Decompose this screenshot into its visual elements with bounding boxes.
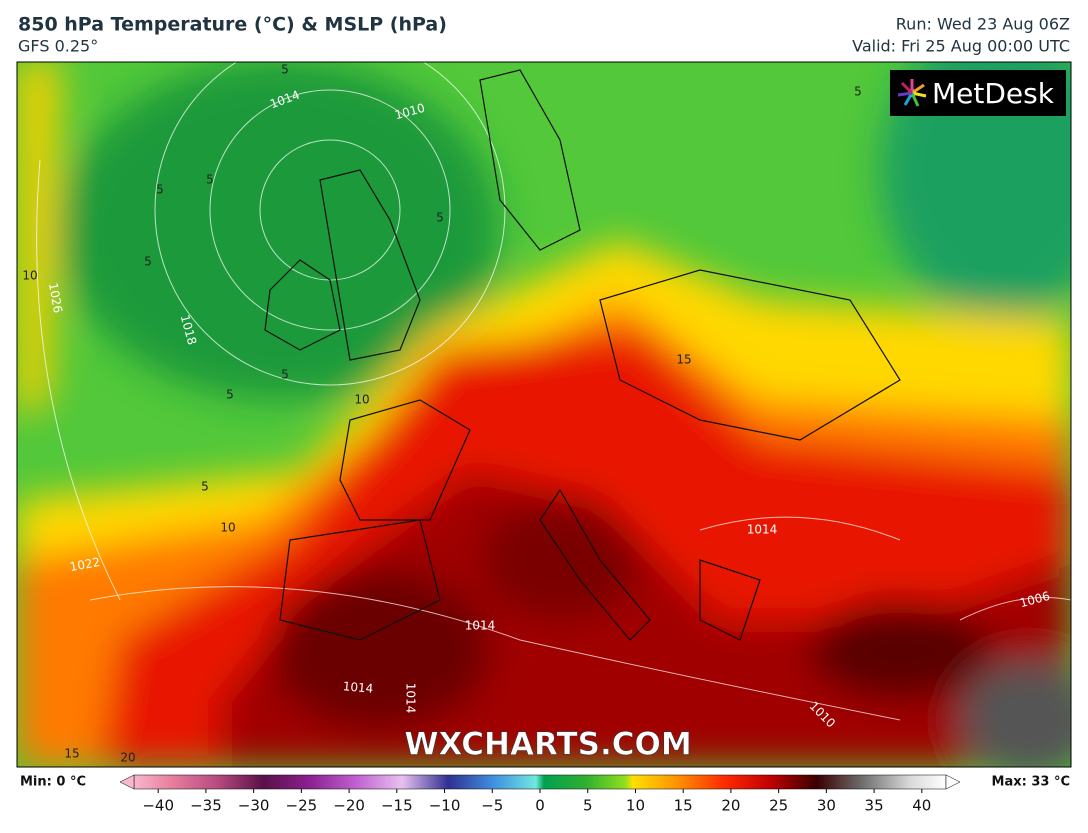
colorbar-fill: [133, 774, 947, 790]
colorbar-min: Min: 0 °C: [20, 775, 86, 790]
colorbar-tick-label: 5: [583, 797, 593, 815]
isobar-label: 1022: [69, 555, 102, 574]
valid-time: Valid: Fri 25 Aug 00:00 UTC: [852, 37, 1070, 56]
colorbar-tick-label: 20: [721, 797, 740, 815]
colorbar: −40 −35 −30 −25 −20 −15 −10 −5 0 5 10 15 20 25 30 35 40: [119, 774, 961, 815]
colorbar-tick-label: 25: [769, 797, 788, 815]
colorbar-tick-label: 15: [674, 797, 693, 815]
temperature-contour-label: 15: [676, 353, 691, 367]
map-title: 850 hPa Temperature (°C) & MSLP (hPa): [18, 14, 447, 36]
colorbar-tick-label: 10: [626, 797, 645, 815]
colorbar-tick-label: 0: [535, 797, 545, 815]
temperature-contour-label: 5: [436, 211, 444, 225]
isobar-label: 1014: [465, 619, 496, 633]
colorbar-tick-label: 30: [817, 797, 836, 815]
colorbar-tick-label: −5: [481, 797, 503, 815]
colorbar-tick-label: −20: [333, 797, 365, 815]
colorbar-tick-label: −40: [142, 797, 174, 815]
colorbar-left-arrow: [119, 774, 135, 790]
colorbar-tick-label: −30: [238, 797, 270, 815]
colorbar-max: Max: 33 °C: [992, 775, 1070, 790]
temperature-contour-label: 5: [281, 368, 289, 382]
temperature-contour-label: 5: [206, 173, 214, 187]
temperature-contour-label: 5: [156, 183, 164, 197]
temperature-contour-label: 5: [281, 63, 289, 77]
temperature-contour-label: 5: [854, 85, 862, 99]
colorbar-tick-label: −15: [381, 797, 413, 815]
temperature-contour-label: 10: [22, 269, 37, 283]
colorbar-right-arrow: [945, 774, 961, 790]
colorbar-tick-label: 40: [912, 797, 931, 815]
temperature-contour-label: 15: [64, 747, 79, 761]
isobar-label: 1014: [747, 523, 778, 537]
colorbar-tick-label: −25: [286, 797, 318, 815]
model-name: GFS 0.25°: [18, 37, 98, 56]
logo-text: MetDesk: [932, 77, 1055, 110]
map-area: [17, 62, 1071, 767]
watermark: WXCHARTS.COM: [404, 727, 691, 763]
logo-box: [890, 70, 1066, 116]
temperature-contour-label: 5: [144, 255, 152, 269]
colorbar-tick-label: −10: [429, 797, 461, 815]
temperature-contour-label: 10: [220, 521, 235, 535]
isobar-label: 1026: [46, 282, 65, 315]
isobar-label: 1014: [342, 679, 374, 696]
temperature-contour-label: 5: [226, 388, 234, 402]
run-time: Run: Wed 23 Aug 06Z: [896, 15, 1070, 34]
map-frame: [16, 61, 1072, 768]
temperature-contour-label: 10: [354, 393, 369, 407]
temperature-contour-label: 5: [201, 480, 209, 494]
temperature-contour-label: 20: [120, 751, 135, 765]
isobar-label: 1014: [404, 683, 418, 714]
colorbar-tick-label: −35: [190, 797, 222, 815]
colorbar-tick-label: 35: [865, 797, 884, 815]
logo-icon: [897, 79, 927, 107]
